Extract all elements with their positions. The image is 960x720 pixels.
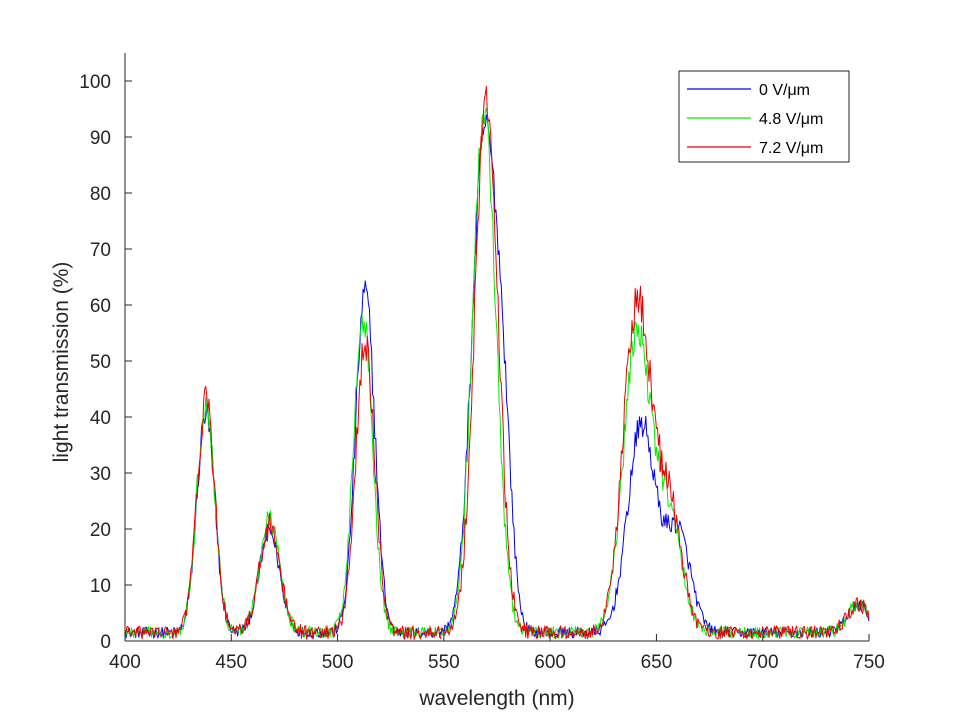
y-axis-title: light transmission (%): [50, 262, 73, 463]
legend-label-1: 4.8 V/μm: [759, 111, 823, 128]
legend: 0 V/μm 4.8 V/μm 7.2 V/μm: [678, 70, 850, 163]
series-line-0: [124, 114, 870, 639]
x-tick-label: 400: [109, 652, 141, 673]
y-tick-label: 70: [90, 240, 111, 261]
axes-layer: [124, 53, 869, 642]
x-tick-label: 750: [853, 652, 885, 673]
y-tick-label: 90: [90, 128, 111, 149]
series-line-2: [124, 85, 870, 640]
y-tick-label: 10: [90, 576, 111, 597]
y-tick-label: 80: [90, 184, 111, 205]
y-tick-label: 0: [100, 632, 111, 653]
series-line-1: [124, 107, 870, 639]
x-tick-label: 450: [215, 652, 247, 673]
y-tick-label: 20: [90, 520, 111, 541]
ticks-layer: 400 450 500 550 600 650 700 750 0 10 20 30 40 50 60 70 8…: [79, 72, 885, 673]
x-tick-label: 600: [534, 652, 566, 673]
y-tick-label: 40: [90, 408, 111, 429]
x-axis-title: wavelength (nm): [418, 687, 574, 710]
y-tick-label: 100: [79, 72, 111, 93]
y-tick-label: 50: [90, 352, 111, 373]
x-tick-label: 700: [747, 652, 779, 673]
y-tick-label: 60: [90, 296, 111, 317]
x-tick-label: 650: [641, 652, 673, 673]
series-layer: [124, 85, 870, 640]
legend-label-2: 7.2 V/μm: [759, 140, 823, 157]
x-tick-label: 500: [322, 652, 354, 673]
y-tick-label: 30: [90, 464, 111, 485]
legend-label-0: 0 V/μm: [759, 82, 810, 99]
x-tick-label: 550: [428, 652, 460, 673]
